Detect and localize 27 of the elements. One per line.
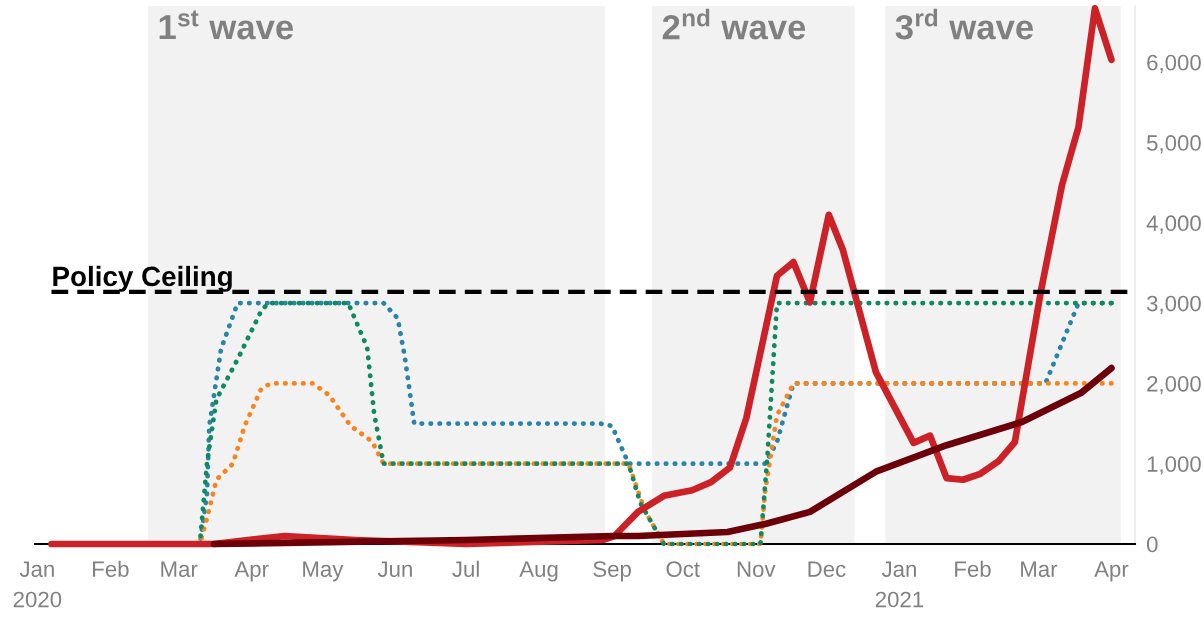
- x-tick-label: Nov: [737, 561, 776, 577]
- x-tick-label: Apr: [234, 561, 269, 582]
- y-tick-label: 6,000: [1147, 54, 1201, 74]
- x-tick-label: May: [303, 561, 344, 582]
- x-tick-label: Mar: [161, 561, 198, 577]
- x-tick-label: Aug: [519, 561, 558, 582]
- x-tick-label: Jan 2021: [875, 561, 924, 608]
- x-tick-label: Oct: [666, 561, 700, 577]
- y-tick-label: 0: [1146, 536, 1158, 553]
- band-label: 3$^{rd}$ wave: [895, 8, 1033, 40]
- band-label: 1$^{st}$ wave: [159, 10, 294, 40]
- y-tick-label: 4,000: [1146, 215, 1201, 234]
- y-tick-label: 2,000: [1147, 375, 1201, 395]
- x-tick-label: Feb: [93, 560, 129, 577]
- x-tick-label: Apr: [1094, 561, 1129, 582]
- x-tick-label: Jul: [452, 560, 479, 577]
- band-label: 2$^{nd}$ wave: [662, 8, 806, 40]
- x-tick-label: Jun: [377, 561, 412, 577]
- y-tick-label: 1,000: [1147, 456, 1201, 475]
- x-tick-label: Sep: [593, 561, 631, 582]
- x-tick-label: Jan 2020: [13, 561, 62, 608]
- x-tick-label: Feb: [955, 560, 991, 577]
- y-tick-label: 5,000: [1147, 135, 1201, 154]
- x-tick-label: Dec: [808, 561, 846, 577]
- y-tick-label: 3,000: [1146, 295, 1201, 314]
- ref-line-label: Policy Ceiling: [53, 265, 232, 292]
- x-tick-label: Mar: [1021, 561, 1058, 577]
